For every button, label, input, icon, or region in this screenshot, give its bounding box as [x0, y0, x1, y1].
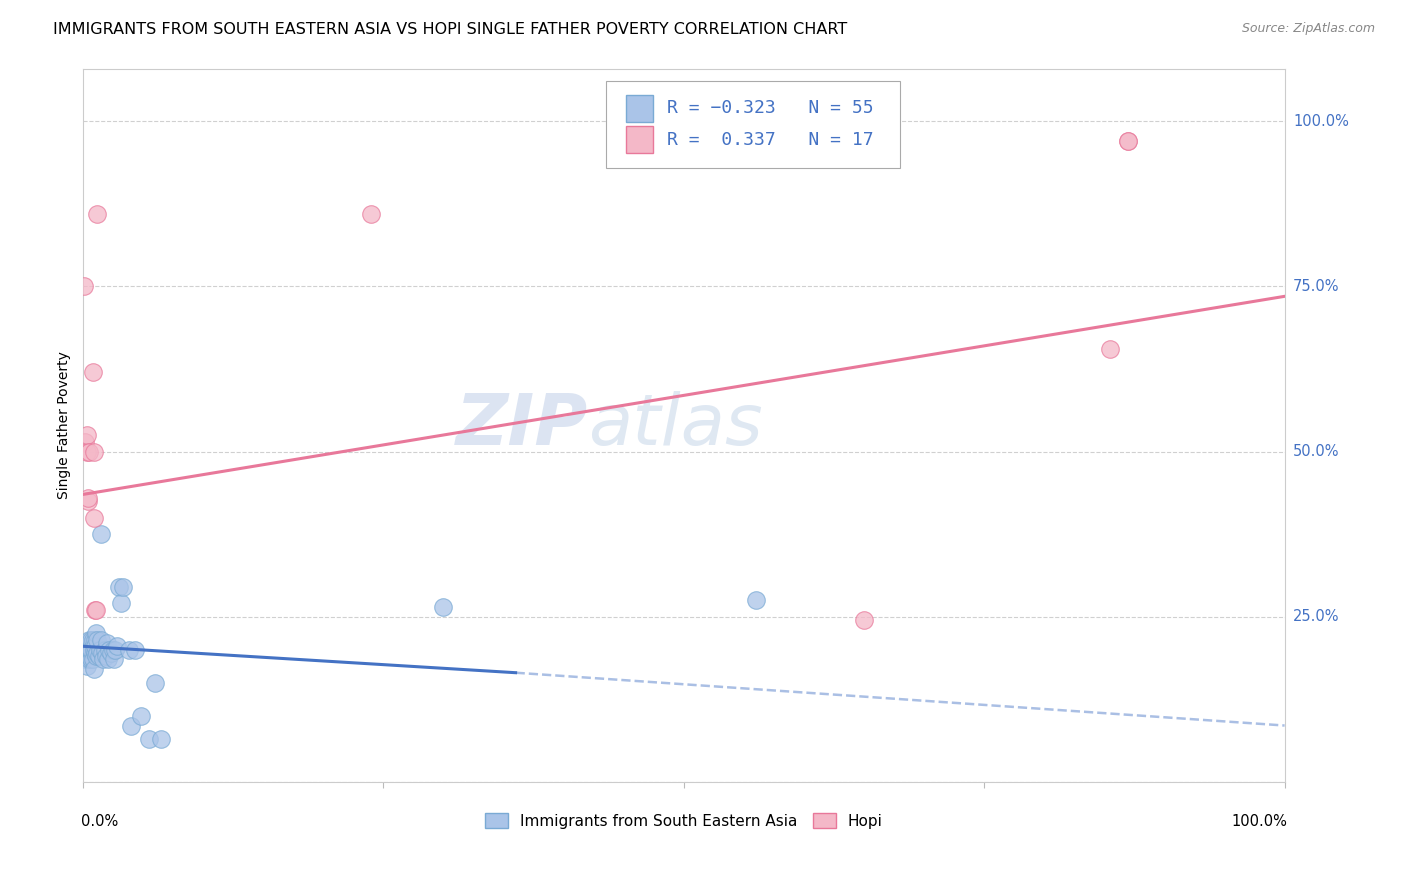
- Point: [77, 632, 100, 647]
- Point: [84, 626, 107, 640]
- Point: [82, 365, 104, 379]
- Point: [91, 646, 114, 660]
- Point: [75, 652, 97, 666]
- Point: [150, 731, 173, 746]
- Point: [76, 491, 98, 505]
- Point: [110, 596, 132, 610]
- Text: R = −0.323   N = 55: R = −0.323 N = 55: [666, 99, 873, 118]
- Point: [94, 649, 117, 664]
- Point: [432, 599, 454, 614]
- Point: [80, 632, 103, 647]
- Point: [1118, 134, 1140, 148]
- Point: [76, 649, 98, 664]
- Point: [75, 642, 97, 657]
- Point: [79, 642, 101, 657]
- Point: [96, 636, 118, 650]
- Y-axis label: Single Father Poverty: Single Father Poverty: [58, 351, 72, 499]
- Point: [83, 510, 105, 524]
- Point: [105, 640, 128, 654]
- Point: [73, 279, 96, 293]
- Point: [98, 642, 121, 657]
- Point: [83, 662, 105, 676]
- Point: [82, 632, 104, 647]
- Point: [76, 646, 98, 660]
- Point: [93, 652, 115, 666]
- Text: IMMIGRANTS FROM SOUTH EASTERN ASIA VS HOPI SINGLE FATHER POVERTY CORRELATION CHA: IMMIGRANTS FROM SOUTH EASTERN ASIA VS HO…: [53, 22, 848, 37]
- Point: [111, 580, 134, 594]
- Point: [76, 640, 98, 654]
- Point: [745, 593, 768, 607]
- Point: [84, 649, 107, 664]
- Point: [120, 718, 142, 732]
- Legend: Immigrants from South Eastern Asia, Hopi: Immigrants from South Eastern Asia, Hopi: [479, 806, 889, 835]
- Point: [80, 642, 103, 657]
- Point: [101, 642, 124, 657]
- Point: [77, 652, 100, 666]
- Point: [79, 649, 101, 664]
- Point: [76, 428, 98, 442]
- Point: [83, 642, 105, 657]
- Point: [76, 444, 98, 458]
- Point: [108, 580, 131, 594]
- Point: [86, 646, 108, 660]
- Text: 50.0%: 50.0%: [1294, 444, 1340, 459]
- Point: [77, 642, 100, 657]
- Point: [853, 613, 876, 627]
- Point: [93, 642, 115, 657]
- Point: [84, 646, 107, 660]
- Point: [360, 207, 382, 221]
- Point: [76, 640, 98, 654]
- Point: [143, 675, 166, 690]
- FancyBboxPatch shape: [626, 127, 652, 153]
- Text: 100.0%: 100.0%: [1232, 814, 1286, 829]
- Point: [76, 494, 98, 508]
- FancyBboxPatch shape: [626, 95, 652, 122]
- Point: [1118, 134, 1140, 148]
- Point: [83, 444, 105, 458]
- Text: atlas: atlas: [588, 391, 762, 459]
- Text: 75.0%: 75.0%: [1294, 279, 1340, 294]
- Point: [76, 659, 98, 673]
- Point: [129, 708, 152, 723]
- Text: Source: ZipAtlas.com: Source: ZipAtlas.com: [1241, 22, 1375, 36]
- Text: 100.0%: 100.0%: [1294, 114, 1348, 128]
- Point: [84, 603, 107, 617]
- Text: 25.0%: 25.0%: [1294, 609, 1340, 624]
- Point: [100, 646, 122, 660]
- Point: [90, 527, 112, 541]
- Point: [77, 444, 100, 458]
- Point: [97, 652, 120, 666]
- Point: [75, 434, 97, 449]
- Point: [103, 652, 125, 666]
- Point: [82, 652, 104, 666]
- Point: [1099, 342, 1122, 356]
- Point: [86, 207, 108, 221]
- Point: [73, 646, 96, 660]
- Point: [80, 652, 103, 666]
- Point: [84, 632, 107, 647]
- Text: ZIP: ZIP: [456, 391, 588, 459]
- Point: [117, 642, 139, 657]
- Point: [84, 603, 107, 617]
- Point: [138, 731, 160, 746]
- Point: [86, 632, 108, 647]
- Text: R =  0.337   N = 17: R = 0.337 N = 17: [666, 131, 873, 149]
- FancyBboxPatch shape: [606, 81, 900, 169]
- Point: [87, 649, 110, 664]
- Point: [84, 640, 107, 654]
- Point: [89, 642, 111, 657]
- Text: 0.0%: 0.0%: [80, 814, 118, 829]
- Point: [124, 642, 146, 657]
- Point: [104, 642, 127, 657]
- Point: [90, 632, 112, 647]
